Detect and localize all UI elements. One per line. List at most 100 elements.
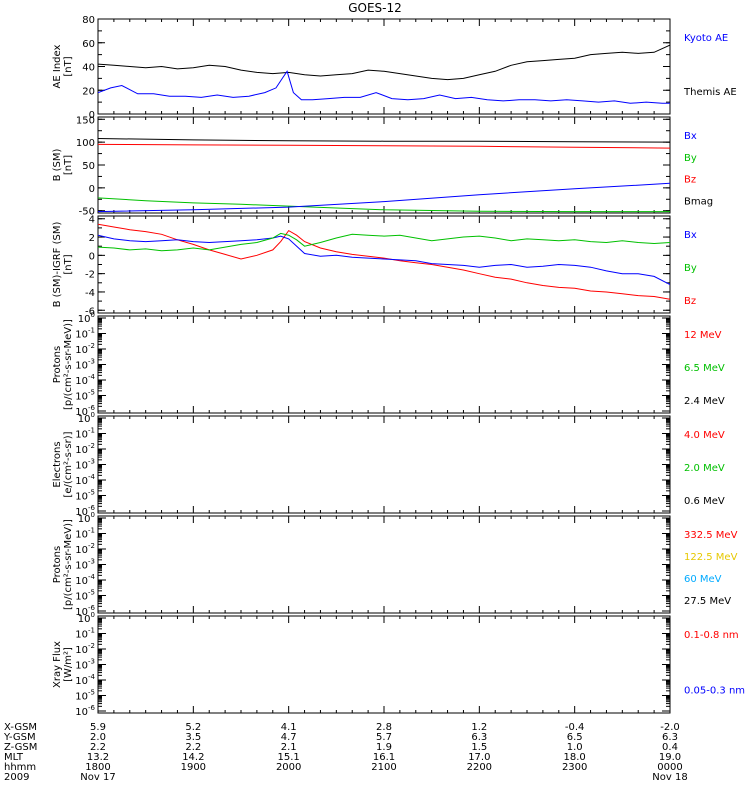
y-tick-label: 10-2 bbox=[75, 442, 95, 456]
y-tick-label: 10-3 bbox=[75, 458, 95, 472]
orbit-value: 13.2 bbox=[87, 752, 109, 763]
y-axis-label: Xray Flux bbox=[52, 641, 63, 688]
orbit-value: 2300 bbox=[562, 762, 587, 773]
y-tick-label: 10-4 bbox=[75, 373, 95, 387]
y-axis-label: [nT] bbox=[63, 254, 74, 274]
series-line-bz bbox=[98, 223, 670, 300]
y-tick-label: 10-2 bbox=[75, 542, 95, 556]
y-tick-label: 0 bbox=[89, 251, 95, 262]
y-tick-exponent: -4 bbox=[88, 673, 96, 681]
y-tick-label: 100 bbox=[78, 611, 95, 625]
orbit-value: Nov 17 bbox=[80, 772, 115, 783]
y-tick-label: 10-1 bbox=[75, 427, 95, 441]
legend-label-332-5-mev: 332.5 MeV bbox=[684, 530, 738, 541]
y-axis-label: AE Index bbox=[52, 44, 63, 88]
y-axis-label: [nT] bbox=[63, 155, 74, 175]
orbit-value: 2100 bbox=[371, 762, 396, 773]
y-tick-exponent: -2 bbox=[88, 342, 95, 350]
y-tick-exponent: -4 bbox=[88, 373, 96, 381]
y-tick-exponent: -2 bbox=[88, 442, 95, 450]
legend-label-27-5-mev: 27.5 MeV bbox=[684, 596, 731, 607]
y-tick-label: 150 bbox=[76, 115, 95, 126]
orbit-value: 0.4 bbox=[662, 742, 678, 753]
legend-label-by: By bbox=[684, 153, 697, 164]
y-tick-exponent: -1 bbox=[88, 427, 95, 435]
orbit-value: 15.1 bbox=[278, 752, 300, 763]
y-tick-exponent: -5 bbox=[88, 689, 95, 697]
y-tick-label: 0 bbox=[89, 184, 95, 195]
orbit-value: 1.9 bbox=[376, 742, 392, 753]
legend-label-2-4-mev: 2.4 MeV bbox=[684, 396, 725, 407]
y-tick-exponent: -6 bbox=[88, 704, 96, 712]
series-line-kyoto-ae bbox=[98, 70, 670, 104]
y-tick-exponent: -5 bbox=[88, 389, 95, 397]
y-axis-label: [nT] bbox=[63, 56, 74, 76]
y-tick-exponent: -2 bbox=[88, 642, 95, 650]
series-line-bmag bbox=[98, 138, 670, 143]
y-axis-label: Electrons bbox=[52, 441, 63, 487]
y-tick-exponent: 0 bbox=[91, 411, 95, 419]
y-tick-label: -4 bbox=[85, 288, 95, 299]
series-line-bz bbox=[98, 143, 670, 149]
y-tick-exponent: -3 bbox=[88, 358, 95, 366]
orbit-value: 5.2 bbox=[185, 722, 201, 733]
panel-frame bbox=[97, 615, 671, 714]
y-axis-label: [W/m²] bbox=[63, 647, 74, 682]
legend-label-122-5-mev: 122.5 MeV bbox=[684, 552, 738, 563]
y-tick-exponent: -3 bbox=[88, 558, 95, 566]
series-line-bx bbox=[98, 182, 670, 213]
y-tick-label: 20 bbox=[82, 86, 95, 97]
orbit-value: 2200 bbox=[467, 762, 492, 773]
orbit-value: 6.5 bbox=[567, 732, 583, 743]
series-line-bx bbox=[98, 234, 670, 286]
y-tick-exponent: 0 bbox=[91, 611, 95, 619]
y-tick-label: 2 bbox=[89, 233, 95, 244]
legend-label-6-5-mev: 6.5 MeV bbox=[684, 363, 725, 374]
y-axis-label: Protons bbox=[52, 546, 63, 583]
orbit-value: 2000 bbox=[276, 762, 301, 773]
orbit-value: 1.2 bbox=[471, 722, 487, 733]
y-tick-exponent: -6 bbox=[88, 604, 96, 612]
legend-label-bmag: Bmag bbox=[684, 196, 713, 207]
y-tick-label: 10-4 bbox=[75, 473, 95, 487]
y-tick-label: 10-5 bbox=[75, 689, 95, 703]
orbit-value: 0000 bbox=[657, 762, 682, 773]
legend-label-60-mev: 60 MeV bbox=[684, 574, 722, 585]
y-tick-exponent: -6 bbox=[88, 404, 96, 412]
panel-bfield: -50 0 50 100 150 B (SM) [nT] Bx By Bz Bmag bbox=[52, 115, 713, 217]
y-tick-label: 10-2 bbox=[75, 642, 95, 656]
y-tick-label: 10-1 bbox=[75, 327, 95, 341]
legend-label-themis-ae: Themis AE bbox=[683, 87, 737, 98]
orbit-table: X-GSMY-GSMZ-GSMMLThhmm20095.92.02.213.21… bbox=[3, 722, 688, 783]
y-tick-exponent: -3 bbox=[88, 658, 95, 666]
y-tick-exponent: -4 bbox=[88, 573, 96, 581]
panel-frame bbox=[97, 415, 671, 514]
orbit-value: 2.1 bbox=[281, 742, 297, 753]
legend-label-12-mev: 12 MeV bbox=[684, 330, 722, 341]
y-tick-label: -50 bbox=[79, 207, 95, 218]
orbit-value: 18.0 bbox=[564, 752, 586, 763]
panel-frame bbox=[97, 315, 671, 414]
legend-label-0-1-0-8-nm: 0.1-0.8 nm bbox=[684, 630, 739, 641]
orbit-value: 4.7 bbox=[281, 732, 297, 743]
legend-label-4-0-mev: 4.0 MeV bbox=[684, 430, 725, 441]
panel-bigrf: -6 -4 -2 0 2 4 B (SM)-IGRF (SM) [nT] Bx By Bz bbox=[52, 215, 697, 318]
y-tick-label: 100 bbox=[78, 311, 95, 325]
y-tick-label: 10-5 bbox=[75, 489, 95, 503]
orbit-value: 2.2 bbox=[185, 742, 201, 753]
panel-frame bbox=[97, 116, 671, 214]
legend-label-by: By bbox=[684, 263, 697, 274]
orbit-value: 1900 bbox=[181, 762, 206, 773]
orbit-value: 4.1 bbox=[281, 722, 297, 733]
y-axis-label: [p/(cm²-s-sr-MeV)] bbox=[63, 319, 74, 410]
series-line-by bbox=[98, 197, 670, 213]
orbit-value: 1800 bbox=[85, 762, 110, 773]
orbit-value: 14.2 bbox=[182, 752, 204, 763]
panel-frame bbox=[97, 18, 671, 115]
panel-xray: 100 10-110-2 10-310-4 10-510-6 Xray Flux [W/m… bbox=[52, 611, 745, 718]
orbit-value: 17.0 bbox=[468, 752, 490, 763]
y-tick-exponent: -3 bbox=[88, 458, 95, 466]
y-axis-label: [p/(cm²-s-sr-MeV)] bbox=[63, 519, 74, 610]
y-tick-exponent: -5 bbox=[88, 589, 95, 597]
